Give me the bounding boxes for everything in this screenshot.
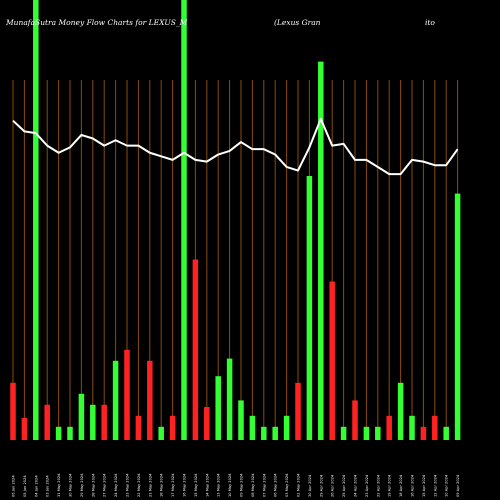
money-flow-bar [283, 415, 290, 440]
x-tick-labels: 06 Jun 2024 05 Jun 2024 04 Jun 2024 03 Jun … [12, 473, 461, 497]
money-flow-bar [44, 404, 50, 440]
money-flow-bar [340, 426, 347, 440]
money-flow-bar [306, 176, 313, 440]
money-flow-bar [272, 426, 278, 440]
money-flow-bar [363, 426, 370, 440]
x-tick-label: 31 May 2024 [57, 473, 61, 497]
x-tick-label: 29 Apr 2024 [319, 474, 323, 497]
money-flow-bar [124, 349, 130, 440]
money-flow-bar [329, 281, 335, 440]
x-tick-label: 24 Apr 2024 [354, 474, 358, 497]
money-flow-bar [409, 415, 415, 440]
money-flow-bar [158, 426, 164, 440]
x-tick-label: 26 Apr 2024 [331, 474, 335, 497]
money-flow-bar [101, 404, 107, 440]
money-flow-bar [226, 358, 233, 440]
money-flow-bar [352, 400, 358, 440]
x-tick-label: 18 May 2024 [160, 473, 164, 497]
x-tick-label: 03 Jun 2024 [46, 475, 50, 497]
x-tick-label: 21 May 2024 [148, 473, 152, 497]
x-tick-label: 16 May 2024 [183, 473, 187, 497]
money-flow-bar [181, 0, 187, 440]
x-tick-label: 19 Apr 2024 [388, 474, 392, 497]
x-tick-label: 09 Apr 2024 [456, 474, 460, 497]
chart-title-left: MunafaSutra Money Flow Charts for LEXUS_… [5, 18, 188, 27]
x-tick-label: 02 May 2024 [297, 473, 301, 497]
x-tick-label: 06 Jun 2024 [12, 475, 16, 497]
money-flow-bar [10, 382, 16, 440]
money-flow-bar [454, 193, 461, 440]
money-flow-bar [443, 426, 449, 440]
x-tick-label: 23 May 2024 [126, 473, 130, 497]
x-tick-label: 04 Jun 2024 [34, 475, 38, 497]
x-tick-label: 29 May 2024 [80, 473, 84, 497]
chart-title-right: ito [425, 18, 435, 27]
money-flow-bar [192, 259, 199, 440]
money-flow-bar [147, 360, 153, 440]
money-flow-bar [33, 0, 39, 440]
money-flow-bar [295, 382, 301, 440]
money-flow-bar [78, 393, 85, 440]
money-flow-bar [397, 382, 404, 440]
x-tick-label: 25 Apr 2024 [342, 474, 346, 497]
x-tick-label: 23 Apr 2024 [365, 474, 369, 497]
x-tick-label: 03 May 2024 [285, 473, 289, 497]
money-flow-bar [169, 415, 176, 440]
money-flow-bar [375, 426, 381, 440]
x-tick-label: 09 May 2024 [240, 473, 244, 497]
x-tick-label: 27 May 2024 [103, 473, 107, 497]
x-tick-label: 16 Apr 2024 [411, 474, 415, 497]
money-flow-series-line [12, 117, 459, 176]
money-flow-bar [249, 415, 256, 440]
money-flow-bar [55, 426, 62, 440]
money-flow-bar [90, 404, 96, 440]
money-flow-bar [112, 360, 119, 440]
x-tick-label: 08 May 2024 [251, 473, 255, 497]
x-tick-label: 22 Apr 2024 [376, 474, 380, 497]
money-flow-bar [204, 407, 210, 440]
money-flow-bar [135, 415, 142, 440]
x-tick-label: 12 Apr 2024 [433, 474, 437, 497]
x-tick-label: 15 May 2024 [194, 473, 198, 497]
x-tick-label: 10 May 2024 [228, 473, 232, 497]
bars [10, 0, 461, 440]
money-flow-bar [420, 426, 427, 440]
x-tick-label: 30 May 2024 [69, 473, 73, 497]
x-tick-label: 13 May 2024 [217, 473, 221, 497]
money-flow-bar [386, 415, 392, 440]
money-flow-bar [67, 426, 73, 440]
x-tick-label: 14 May 2024 [205, 473, 209, 497]
x-tick-label: 05 Jun 2024 [23, 475, 27, 497]
x-tick-label: 15 Apr 2024 [422, 474, 426, 497]
x-tick-label: 17 May 2024 [171, 473, 175, 497]
x-tick-label: 24 May 2024 [114, 473, 118, 497]
money-flow-bar [432, 415, 438, 440]
x-tick-label: 22 May 2024 [137, 473, 141, 497]
money-flow-bar [215, 376, 221, 440]
x-tick-label: 07 May 2024 [262, 473, 266, 497]
money-flow-line [12, 117, 459, 176]
money-flow-bar [318, 61, 324, 440]
money-flow-bar [238, 400, 244, 440]
x-tick-label: 18 Apr 2024 [399, 474, 403, 497]
x-tick-label: 06 May 2024 [274, 473, 278, 497]
x-tick-label: 28 May 2024 [91, 473, 95, 497]
x-tick-label: 10 Apr 2024 [445, 474, 449, 497]
money-flow-bar [261, 426, 267, 440]
chart-title-mid: (Lexus Gran [274, 18, 321, 27]
money-flow-bar [21, 418, 28, 440]
x-tick-label: 30 Apr 2024 [308, 474, 312, 497]
